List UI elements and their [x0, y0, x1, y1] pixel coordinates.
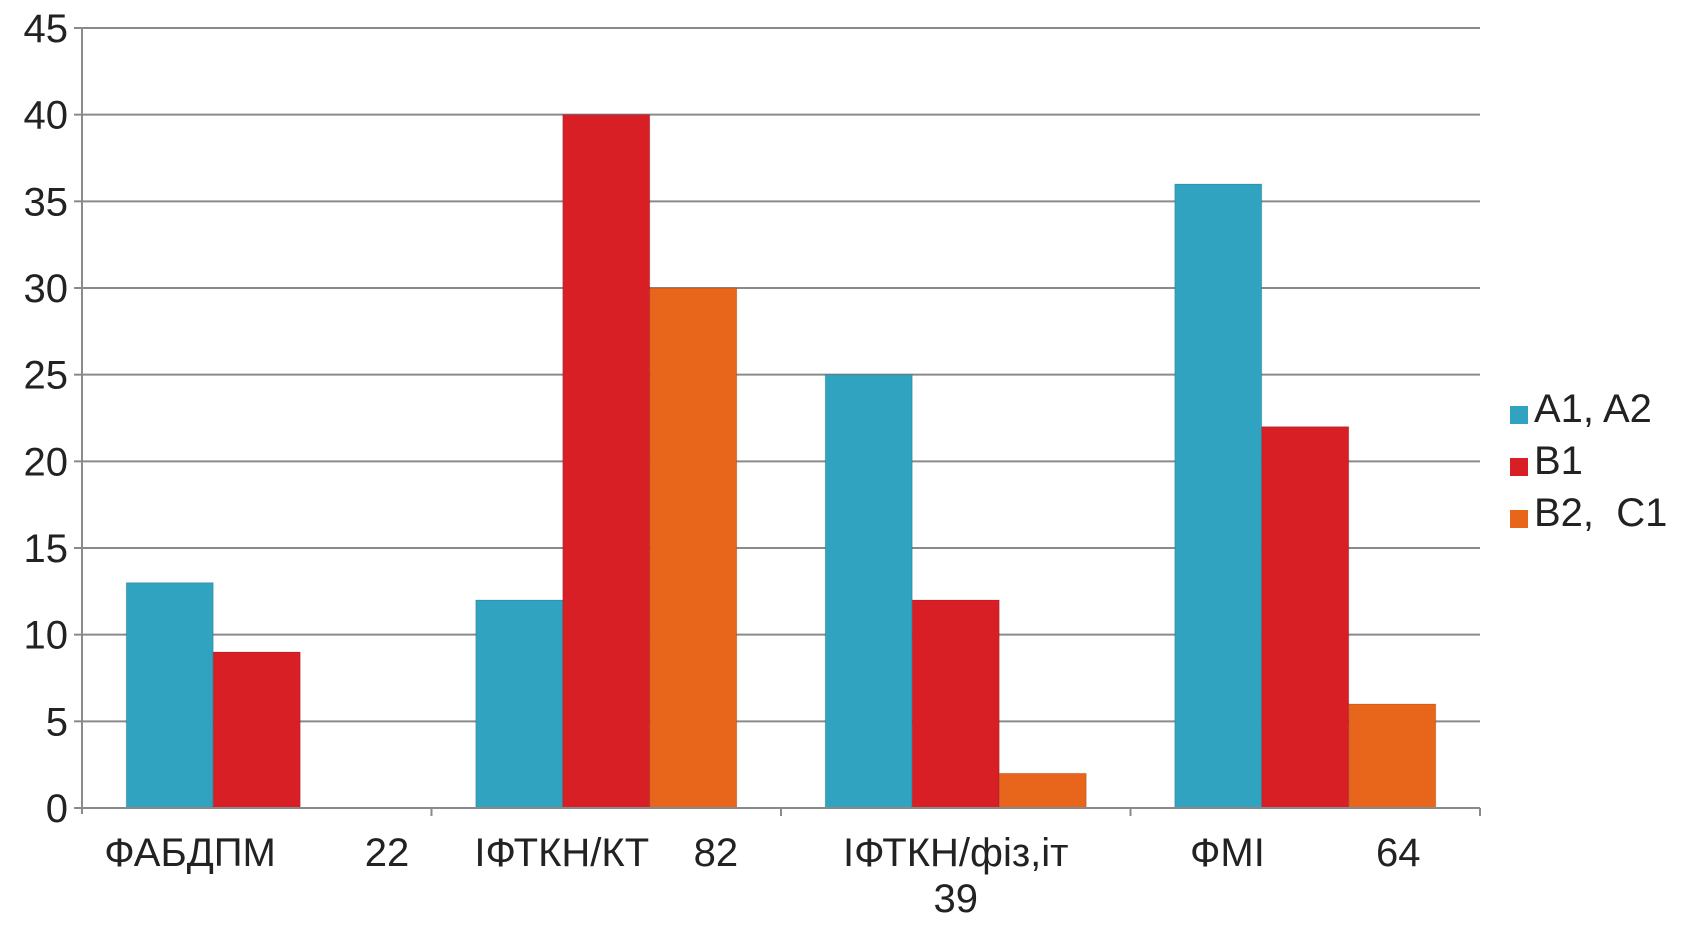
legend-swatch: [1510, 510, 1528, 528]
bar: [125, 582, 214, 809]
bars: [125, 114, 1437, 809]
y-tick-label: 0: [46, 787, 68, 831]
y-tick-label: 20: [24, 440, 69, 484]
y-tick-label: 40: [24, 94, 69, 138]
y-tick-label: 5: [46, 700, 68, 744]
legend: A1, A2 B1 B2, C1: [1510, 387, 1667, 535]
legend-label: B1: [1534, 439, 1583, 483]
legend-label: A1, A2: [1534, 387, 1652, 431]
bar: [212, 651, 301, 809]
legend-swatch: [1510, 458, 1528, 476]
bar: [475, 599, 564, 809]
y-tick-label: 30: [24, 267, 69, 311]
x-tick-label: ФАБДПМ 22: [104, 831, 409, 875]
y-tick-label: 35: [24, 180, 69, 224]
gridlines: [82, 27, 1480, 723]
legend-label: B2, C1: [1534, 491, 1667, 535]
y-tick-label: 45: [24, 7, 69, 51]
bar: [911, 599, 1000, 809]
bar: [998, 772, 1087, 809]
x-tick-label: ІФТКН/КТ 82: [474, 831, 738, 875]
bar: [1261, 426, 1350, 809]
bar: [1348, 703, 1437, 809]
axes: [74, 27, 1481, 816]
bar: [562, 114, 651, 809]
bar: [824, 374, 913, 809]
y-tick-label: 10: [24, 614, 69, 658]
legend-swatch: [1510, 406, 1528, 424]
x-tick-label: ФМІ 64: [1190, 831, 1420, 875]
x-tick-label: ІФТКН/фіз,іт 39: [843, 831, 1068, 920]
x-tick-labels: ФАБДПМ 22 ІФТКН/КТ 82 ІФТКН/фіз,іт 39 ФМІ 64: [104, 831, 1420, 921]
y-tick-labels: 0 5 10 15 20 25 30 35 40 45: [24, 7, 69, 831]
y-tick-label: 25: [24, 354, 69, 398]
y-tick-label: 15: [24, 527, 69, 571]
bar: [649, 287, 738, 809]
bar: [1174, 183, 1263, 809]
